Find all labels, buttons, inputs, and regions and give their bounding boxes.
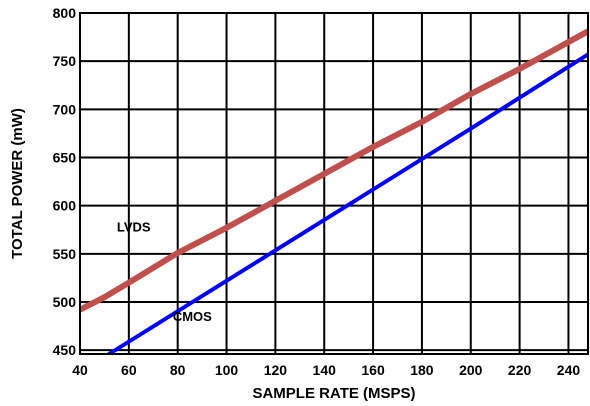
- x-tick-label: 80: [170, 362, 186, 378]
- x-tick-label: 60: [121, 362, 137, 378]
- x-tick-label: 240: [557, 362, 581, 378]
- annotation-lvds: LVDS: [117, 220, 151, 235]
- x-tick-label: 160: [361, 362, 385, 378]
- x-tick-label: 120: [264, 362, 288, 378]
- y-tick-label: 550: [53, 246, 77, 262]
- y-tick-label: 650: [53, 149, 77, 165]
- series-line-cmos: [105, 52, 588, 354]
- y-axis-label: TOTAL POWER (mW): [9, 108, 26, 259]
- y-tick-label: 750: [53, 53, 77, 69]
- x-tick-label: 40: [72, 362, 88, 378]
- plot-frame: [79, 12, 589, 355]
- grid-lines: [79, 12, 588, 354]
- x-tick-labels: 40 60 80 100 120 140 160 180 200 220 240: [72, 362, 580, 378]
- y-tick-label: 450: [53, 342, 77, 358]
- x-tick-label: 220: [508, 362, 532, 378]
- x-axis-label: SAMPLE RATE (MSPS): [252, 385, 415, 402]
- series-lines: [80, 28, 588, 354]
- x-tick-label: 100: [215, 362, 239, 378]
- x-tick-label: 200: [459, 362, 483, 378]
- annotation-cmos: CMOS: [173, 309, 212, 324]
- series-annotations: LVDS CMOS: [117, 220, 212, 325]
- y-tick-labels: 450 500 550 600 650 700 750 800: [53, 5, 77, 358]
- y-tick-label: 800: [53, 5, 77, 21]
- x-tick-label: 180: [410, 362, 434, 378]
- y-tick-label: 600: [53, 198, 77, 214]
- x-tick-label: 140: [313, 362, 337, 378]
- y-tick-label: 500: [53, 294, 77, 310]
- series-line-lvds: [80, 28, 588, 313]
- y-tick-label: 700: [53, 101, 77, 117]
